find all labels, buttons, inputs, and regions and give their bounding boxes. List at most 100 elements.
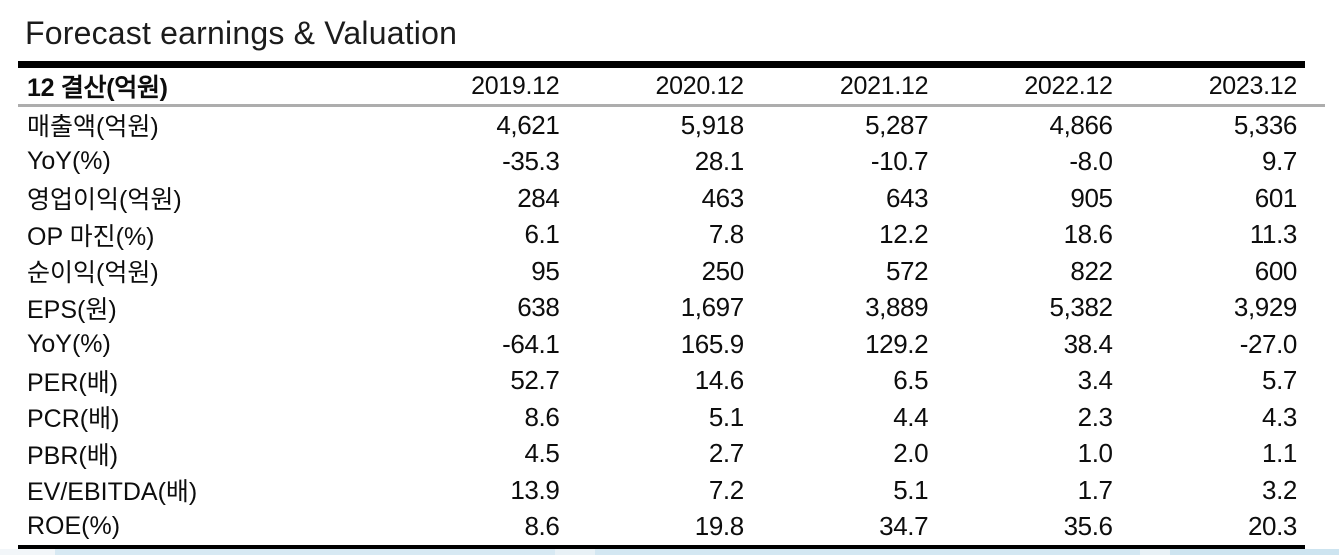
row-label: EV/EBITDA(배) xyxy=(27,478,198,507)
cell-2022: 2.3 xyxy=(1077,401,1113,432)
table-header-row: 12 결산(억원) 2019.12 2020.12 2021.12 2022.1… xyxy=(18,68,1305,104)
cell-2022: 38.4 xyxy=(1063,328,1113,359)
cell-2020: 2.7 xyxy=(708,438,744,469)
cell-2020: 5,918 xyxy=(680,109,744,140)
row-label: PBR(배) xyxy=(27,441,119,470)
cutoff-highlight-segment xyxy=(595,549,1140,555)
row-label: OP 마진(%) xyxy=(27,222,155,251)
cell-2022: 4,866 xyxy=(1049,109,1113,140)
cell-2019: 8.6 xyxy=(524,511,560,542)
cell-2020: 165.9 xyxy=(680,328,744,359)
row-label: 영업이익(억원) xyxy=(27,186,182,215)
cell-2020: 1,697 xyxy=(680,292,744,323)
cell-2019: 4,621 xyxy=(496,109,560,140)
cell-2022: 905 xyxy=(1070,182,1113,213)
cell-2021: 6.5 xyxy=(893,365,929,396)
cell-2021: 5,287 xyxy=(865,109,929,140)
table-row: EV/EBITDA(배) 13.9 7.2 5.1 1.7 3.2 xyxy=(18,472,1305,509)
cutoff-highlight-segment xyxy=(555,549,595,555)
cutoff-highlight-segment xyxy=(1170,549,1339,555)
row-label: PCR(배) xyxy=(27,405,120,434)
page-title: Forecast earnings & Valuation xyxy=(25,15,458,51)
row-label: 매출액(억원) xyxy=(27,113,159,142)
cell-2021: 643 xyxy=(886,182,929,213)
cell-2020: 250 xyxy=(701,255,745,286)
cell-2021: 2.0 xyxy=(893,438,929,469)
cell-2023: 5,336 xyxy=(1233,109,1297,140)
row-label: YoY(%) xyxy=(27,147,111,176)
cell-2023: 3,929 xyxy=(1233,292,1297,323)
header-label: 12 결산(억원) xyxy=(27,74,168,102)
cutoff-highlight-segment xyxy=(1140,549,1170,555)
cell-2019: 52.7 xyxy=(510,365,560,396)
header-col-2022: 2022.12 xyxy=(1024,71,1113,100)
table-body: 매출액(억원) 4,621 5,918 5,287 4,866 5,336 Yo… xyxy=(18,107,1305,545)
table-row: OP 마진(%) 6.1 7.8 12.2 18.6 11.3 xyxy=(18,217,1305,254)
table-row: ROE(%) 8.6 19.8 34.7 35.6 20.3 xyxy=(18,509,1305,546)
cell-2023: 601 xyxy=(1254,182,1298,213)
cell-2021: 129.2 xyxy=(865,328,929,359)
row-label: 순이익(억원) xyxy=(27,259,159,288)
cell-2021: 4.4 xyxy=(893,401,929,432)
table-row: YoY(%) -35.3 28.1 -10.7 -8.0 9.7 xyxy=(18,144,1305,181)
cell-2022: -8.0 xyxy=(1069,146,1113,177)
cell-2019: 284 xyxy=(517,182,560,213)
cell-2019: 8.6 xyxy=(524,401,560,432)
table-row: 순이익(억원) 95 250 572 822 600 xyxy=(18,253,1305,290)
table-top-rule xyxy=(18,61,1305,68)
header-col-2019: 2019.12 xyxy=(471,71,560,100)
table-row: 영업이익(억원) 284 463 643 905 601 xyxy=(18,180,1305,217)
cell-2019: 95 xyxy=(531,255,560,286)
cell-2020: 7.8 xyxy=(708,219,744,250)
table-row: PCR(배) 8.6 5.1 4.4 2.3 4.3 xyxy=(18,399,1305,436)
cell-2020: 19.8 xyxy=(694,511,744,542)
cell-2022: 1.0 xyxy=(1077,438,1113,469)
cell-2020: 14.6 xyxy=(694,365,744,396)
cell-2023: 600 xyxy=(1254,255,1298,286)
cell-2022: 18.6 xyxy=(1063,219,1113,250)
row-label: ROE(%) xyxy=(27,512,121,541)
cell-2019: -64.1 xyxy=(502,328,560,359)
row-label: YoY(%) xyxy=(27,329,111,358)
cell-2022: 5,382 xyxy=(1049,292,1113,323)
cell-2022: 822 xyxy=(1070,255,1113,286)
cell-2019: 6.1 xyxy=(524,219,560,250)
cell-2021: -10.7 xyxy=(870,146,929,177)
forecast-valuation-table: 12 결산(억원) 2019.12 2020.12 2021.12 2022.1… xyxy=(18,61,1325,549)
cell-2023: 1.1 xyxy=(1262,438,1297,469)
cell-2023: 4.3 xyxy=(1262,401,1297,432)
header-col-2020: 2020.12 xyxy=(655,71,745,100)
cell-2020: 463 xyxy=(701,182,745,213)
cell-2020: 28.1 xyxy=(694,146,744,177)
cutoff-highlight-segment xyxy=(55,549,555,555)
cell-2022: 3.4 xyxy=(1077,365,1113,396)
table-row: PBR(배) 4.5 2.7 2.0 1.0 1.1 xyxy=(18,436,1305,473)
row-label: PER(배) xyxy=(27,368,119,397)
cell-2021: 3,889 xyxy=(865,292,929,323)
row-label: EPS(원) xyxy=(27,295,117,324)
table-row: EPS(원) 638 1,697 3,889 5,382 3,929 xyxy=(18,290,1305,327)
cell-2019: 638 xyxy=(517,292,560,323)
cell-2019: 4.5 xyxy=(524,438,560,469)
cell-2021: 5.1 xyxy=(893,474,929,505)
cell-2023: 5.7 xyxy=(1262,365,1297,396)
table-row: YoY(%) -64.1 165.9 129.2 38.4 -27.0 xyxy=(18,326,1305,363)
table-row: 매출액(억원) 4,621 5,918 5,287 4,866 5,336 xyxy=(18,107,1305,144)
cutoff-highlight-segment xyxy=(0,549,55,555)
cell-2021: 34.7 xyxy=(879,511,929,542)
table-bottom-rule xyxy=(18,545,1305,549)
cell-2023: -27.0 xyxy=(1239,328,1298,359)
header-col-2023: 2023.12 xyxy=(1208,71,1298,100)
cell-2023: 3.2 xyxy=(1262,474,1297,505)
header-col-2021: 2021.12 xyxy=(839,71,929,100)
cell-2020: 5.1 xyxy=(708,401,744,432)
header-separator-rule xyxy=(18,104,1325,107)
cutoff-row-highlight xyxy=(0,549,1339,555)
cell-2019: -35.3 xyxy=(502,146,560,177)
cell-2023: 11.3 xyxy=(1249,219,1297,250)
cell-2019: 13.9 xyxy=(510,474,560,505)
cell-2021: 572 xyxy=(886,255,929,286)
cell-2021: 12.2 xyxy=(879,219,929,250)
table-row: PER(배) 52.7 14.6 6.5 3.4 5.7 xyxy=(18,363,1305,400)
